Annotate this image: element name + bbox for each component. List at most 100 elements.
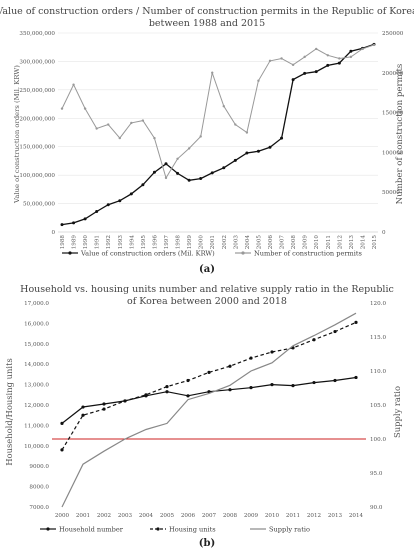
chart-b-x-tick-label: 2004: [139, 513, 154, 519]
chart-a-series-line-0: [61, 43, 375, 226]
legend-b-ratio-label: Supply ratio: [269, 526, 310, 534]
legend-b-household-label: Household number: [59, 526, 124, 534]
chart-a-x-ticks: 1988 1989 1990 1991 1992 1993 1994 1995 1996 1997…: [60, 235, 378, 250]
chart-a-point-0: [118, 199, 122, 203]
chart-a-x-tick-label: 1994: [129, 235, 135, 250]
chart-a-x-tick-label: 2015: [372, 235, 378, 250]
chart-a-point-0: [222, 166, 226, 170]
chart-a-x-tick-label: 2014: [360, 235, 366, 250]
chart-a-point-0: [268, 145, 272, 149]
chart-a-point-1: [257, 79, 260, 82]
chart-a-point-0: [141, 183, 145, 187]
chart-a-point-1: [211, 71, 214, 75]
chart-b-point-1: [354, 320, 358, 324]
chart-b-left-tick-label: 17,000.0: [24, 301, 49, 307]
chart-a-left-tick-label: 350,000,000: [19, 31, 55, 37]
chart-b-x-tick-label: 2009: [244, 513, 259, 519]
chart-a-point-0: [152, 170, 156, 174]
chart-a-point-0: [349, 49, 353, 53]
chart-a-left-tick-label: 0: [51, 230, 55, 236]
chart-a-point-0: [60, 223, 64, 227]
chart-a-point-1: [130, 121, 133, 125]
chart-a-left-tick-label: 250,000,000: [19, 88, 55, 94]
chart-b-title-line2: of Korea between 2000 and 2018: [127, 296, 287, 307]
chart-a-x-tick-label: 1996: [152, 235, 158, 250]
chart-b-point-1: [102, 407, 106, 411]
chart-a-point-0: [95, 210, 99, 214]
chart-a-x-tick-label: 2009: [303, 235, 309, 250]
chart-a-legend: Value of construction orders (Mil. KRW) …: [62, 250, 363, 258]
legend-a-orders-label: Value of construction orders (Mil. KRW): [80, 250, 215, 258]
chart-b-point-0: [333, 378, 337, 383]
legend-a-permits-label: Number of construction permits: [254, 250, 363, 258]
chart-a-panel-label: (a): [199, 264, 215, 275]
chart-b-x-tick-label: 2001: [76, 513, 90, 519]
chart-b-x-tick-label: 2014: [349, 513, 364, 519]
chart-b-point-1: [81, 413, 85, 417]
chart-a-left-tick-label: 50,000,000: [23, 202, 55, 208]
chart-b-right-tick-label: 120.0: [370, 301, 386, 307]
chart-b-point-1: [60, 448, 64, 452]
chart-a-point-1: [361, 47, 364, 51]
chart-a-point-1: [72, 83, 75, 86]
chart-a-x-tick-label: 2001: [210, 235, 216, 249]
chart-b-left-ticks: 7000.0 8000.0 9000.0 10,000.0 11,000.0 12,000…: [24, 301, 49, 511]
chart-a-point-0: [106, 203, 110, 207]
chart-a-x-tick-label: 1990: [83, 235, 89, 250]
chart-b-series-line-1: [61, 321, 357, 451]
chart-a-left-ticks: 0 50,000,000 100,000,000 150,000,000 200,000…: [19, 31, 55, 236]
chart-b: Household vs. housing units number and r…: [4, 284, 402, 549]
chart-a-point-1: [234, 123, 237, 126]
chart-b-series: [60, 312, 358, 508]
chart-b-x-tick-label: 2006: [181, 513, 196, 519]
chart-a-right-ticks: 0 50000 100000 150000 200000 250000: [382, 31, 404, 236]
chart-a-point-0: [199, 177, 203, 181]
chart-a-point-1: [83, 107, 87, 110]
chart-a-point-0: [280, 136, 284, 140]
chart-a-series: [60, 42, 376, 227]
chart-a-right-tick-label: 150000: [382, 111, 404, 117]
chart-a-right-tick-label: 0: [382, 230, 386, 236]
chart-a-point-1: [280, 57, 283, 60]
chart-b-x-tick-label: 2010: [265, 513, 280, 519]
chart-b-point-0: [228, 388, 232, 392]
chart-a-series-line-1: [61, 44, 375, 180]
chart-b-x-tick-label: 2007: [202, 513, 217, 519]
chart-a-x-tick-label: 2012: [337, 235, 343, 250]
chart-b-left-tick-label: 16,000.0: [24, 321, 49, 327]
chart-a: Value of construction orders / Number of…: [0, 6, 414, 275]
chart-b-point-0: [249, 386, 253, 390]
chart-b-x-ticks: 2000 2001 2002 2003 2004 2005 2006 2007 2008 2009…: [55, 513, 364, 519]
chart-a-ylabel-left: Value of construction orders (Mil. KRW): [13, 65, 21, 204]
chart-a-x-tick-label: 1995: [141, 235, 147, 250]
chart-a-point-1: [153, 136, 156, 140]
chart-a-x-tick-label: 2000: [199, 235, 205, 250]
chart-a-point-0: [314, 70, 318, 74]
chart-b-legend: Household number Housing units Supply ra…: [40, 526, 310, 534]
chart-b-left-tick-label: 12,000.0: [24, 403, 49, 409]
chart-b-series-line-2: [61, 312, 357, 508]
chart-a-x-tick-label: 1997: [164, 235, 170, 250]
chart-a-x-tick-label: 1989: [72, 235, 78, 250]
chart-a-title-line1: Value of construction orders / Number of…: [0, 6, 414, 17]
chart-b-x-tick-label: 2013: [328, 513, 343, 519]
chart-b-point-0: [312, 380, 316, 385]
chart-a-x-tick-label: 1999: [187, 235, 193, 250]
chart-b-point-0: [102, 402, 106, 406]
chart-a-point-1: [326, 54, 329, 57]
chart-a-point-0: [187, 178, 191, 182]
chart-b-right-tick-label: 105.0: [370, 403, 386, 409]
chart-a-point-0: [233, 158, 237, 162]
chart-b-point-0: [60, 421, 64, 425]
chart-a-point-0: [176, 171, 180, 175]
chart-a-x-tick-label: 1998: [176, 235, 182, 250]
chart-b-right-tick-label: 100.0: [370, 437, 386, 443]
chart-b-left-tick-label: 7000.0: [29, 505, 49, 511]
chart-a-point-0: [210, 171, 214, 175]
chart-a-point-1: [95, 127, 98, 130]
chart-a-point-1: [303, 55, 306, 59]
chart-b-x-tick-label: 2012: [307, 513, 322, 519]
chart-b-left-tick-label: 8000.0: [29, 485, 49, 491]
chart-b-left-tick-label: 9000.0: [29, 464, 49, 470]
